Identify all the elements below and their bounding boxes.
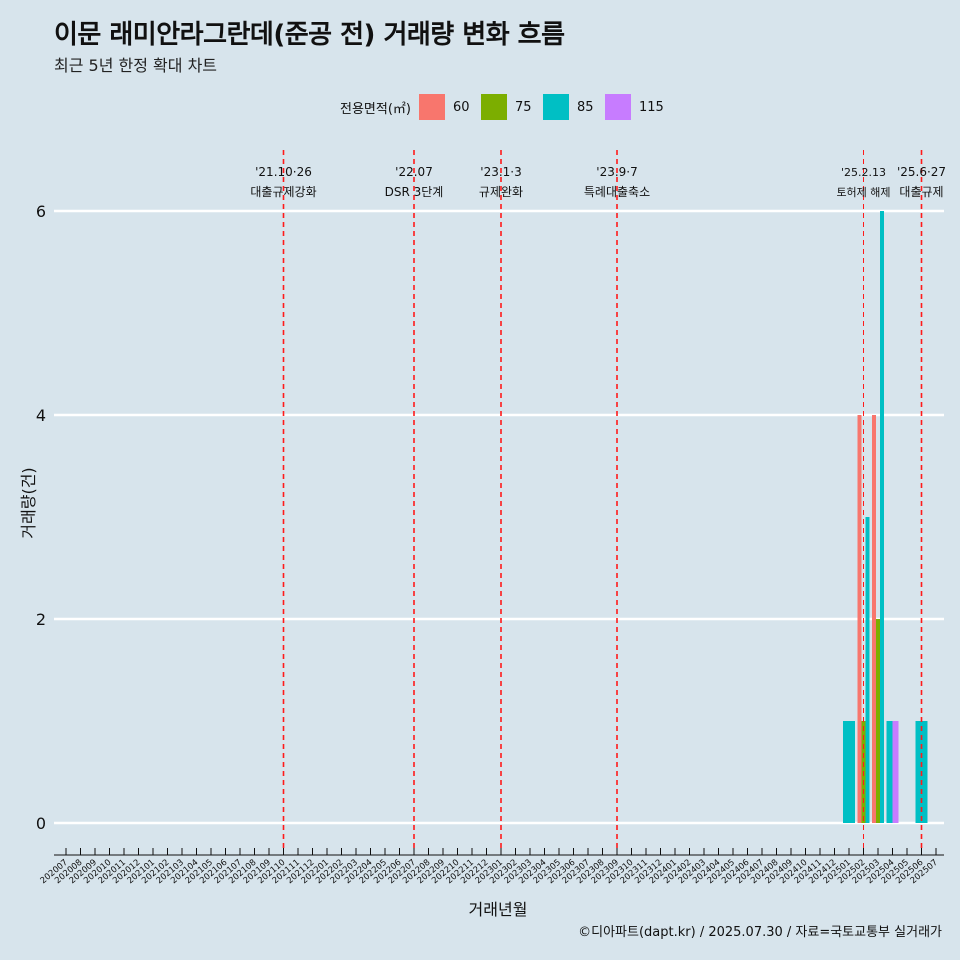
- event-date: '25.6·27: [897, 165, 946, 179]
- event-label: DSR 3단계: [385, 185, 444, 199]
- legend: 전용면적(㎡) 60 75 85 115: [340, 93, 674, 121]
- y-tick-label: 4: [36, 406, 46, 425]
- event-label: 토허제 해제: [836, 185, 890, 199]
- bar-60-202502: [857, 415, 862, 823]
- legend-label: 85: [576, 99, 594, 115]
- bar-85-202502: [865, 517, 870, 823]
- y-axis-title: 거래량(건): [19, 467, 38, 538]
- legend-key: [604, 94, 631, 120]
- x-axis-title: 거래년월: [469, 900, 528, 919]
- bar-85-202503: [880, 211, 884, 823]
- event-date: '23.9·7: [596, 165, 637, 179]
- source-caption: ©디아파트(dapt.kr) / 2025.07.30 / 자료=국토교통부 실…: [578, 925, 942, 940]
- event-label: 특례대출축소: [584, 185, 650, 199]
- legend-key: [418, 94, 445, 120]
- chart-subtitle: 최근 5년 한정 확대 차트: [54, 56, 218, 75]
- bar-85-202504: [886, 721, 893, 823]
- legend-title: 전용면적(㎡): [340, 101, 411, 117]
- event-date: '23.1·3: [480, 165, 521, 179]
- bar-85-202501: [843, 721, 855, 823]
- event-label: 규제완화: [479, 185, 523, 199]
- legend-label: 115: [638, 99, 664, 115]
- legend-key: [542, 94, 569, 120]
- legend-label: 75: [514, 99, 532, 115]
- event-date: '22.07: [395, 165, 433, 179]
- bar-75-202503: [876, 619, 880, 823]
- y-tick-label: 0: [36, 814, 46, 833]
- event-date: '25.2.13: [841, 166, 886, 179]
- y-tick-label: 6: [36, 202, 46, 221]
- event-label: 대출규제강화: [250, 185, 316, 199]
- legend-item: 60: [418, 94, 477, 120]
- legend-item: 85: [542, 94, 601, 120]
- event-date: '21.10·26: [255, 165, 312, 179]
- y-tick-label: 2: [36, 610, 46, 629]
- chart-title: 이문 래미안라그란데(준공 전) 거래량 변화 흐름: [54, 20, 565, 50]
- legend-label: 60: [452, 99, 470, 115]
- bar-115-202504: [892, 721, 899, 823]
- legend-item: 75: [480, 94, 539, 120]
- legend-key: [480, 94, 507, 120]
- event-label: 대출규제: [899, 185, 943, 199]
- bar-60-202503: [872, 415, 876, 823]
- legend-item: 115: [604, 94, 670, 120]
